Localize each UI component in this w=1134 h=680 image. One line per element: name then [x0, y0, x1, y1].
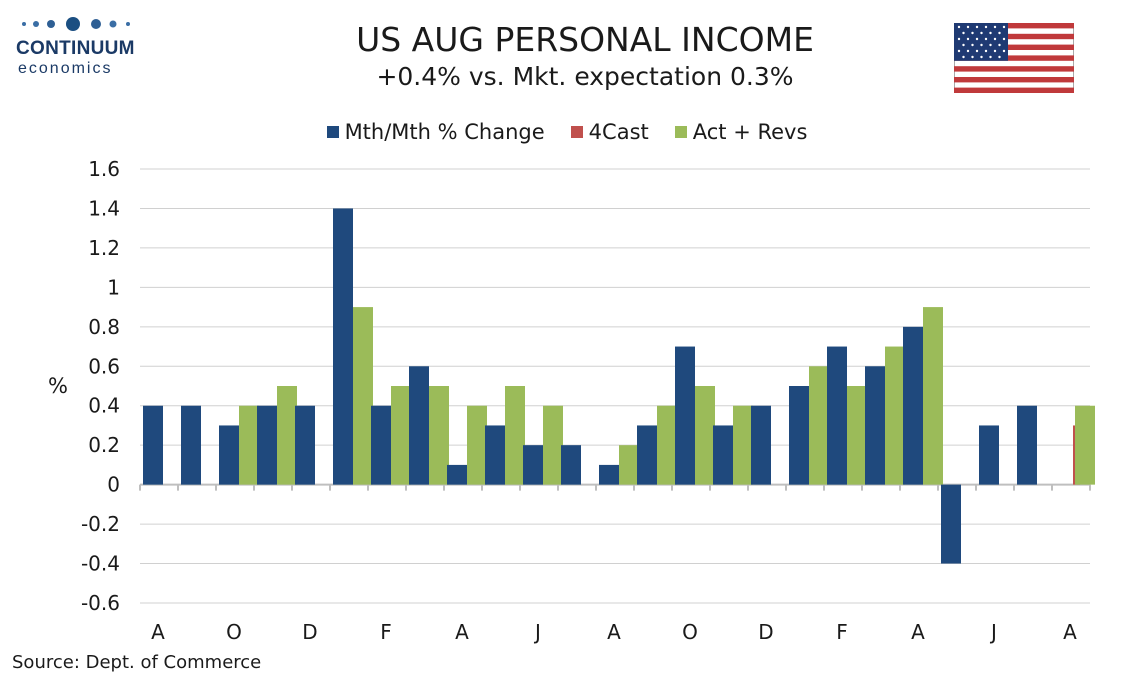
bar-mth-change [903, 326, 923, 485]
bar-mth-change [979, 425, 999, 485]
y-tick-label: 1.2 [88, 236, 120, 260]
legend-swatch-green [674, 126, 687, 138]
y-tick-label: 0 [107, 473, 120, 497]
logo-word: CONTINUUM [16, 38, 135, 59]
legend-item-mth: Mth/Mth % Change [326, 118, 545, 146]
logo-subword: economics [18, 60, 113, 77]
bar-mth-change [181, 405, 201, 485]
x-tick-label: A [607, 620, 621, 644]
x-tick-label: J [533, 620, 541, 644]
bar-act-revs [923, 307, 943, 485]
bar-mth-change [485, 425, 505, 485]
legend-label: Act + Revs [692, 120, 808, 144]
bar-mth-change [219, 425, 239, 485]
y-axis-label: % [48, 374, 68, 398]
bar-act-revs [505, 386, 525, 485]
y-tick-label: 0.8 [88, 315, 120, 339]
legend-label: 4Cast [588, 120, 649, 144]
bar-mth-change [1017, 405, 1037, 485]
bar-mth-change [599, 464, 619, 485]
bar-act-revs [467, 405, 487, 485]
chart-legend: Mth/Mth % Change 4Cast Act + Revs [0, 118, 1134, 146]
x-tick-label: A [911, 620, 925, 644]
x-tick-label: O [226, 620, 242, 644]
bar-mth-change [713, 425, 733, 485]
bar-mth-change [941, 484, 961, 564]
bar-act-revs [847, 386, 867, 485]
bar-mth-change [371, 405, 391, 485]
bar-act-revs [543, 405, 563, 485]
bar-act-revs [657, 405, 677, 485]
bar-mth-change [561, 445, 581, 485]
x-tick-label: F [380, 620, 392, 644]
bar-act-revs [695, 386, 715, 485]
legend-swatch-red [570, 126, 583, 138]
bar-mth-change [523, 445, 543, 485]
y-tick-label: -0.6 [81, 591, 120, 615]
bar-act-revs [733, 405, 753, 485]
logo-dots-icon [22, 17, 130, 31]
x-tick-label: F [836, 620, 848, 644]
bar-act-revs [1075, 405, 1095, 485]
y-tick-label: 1 [107, 275, 120, 299]
bar-mth-change [333, 208, 353, 485]
bar-mth-change [257, 405, 277, 485]
source-note: Source: Dept. of Commerce [12, 652, 262, 673]
y-tick-label: 0.4 [88, 394, 120, 418]
bar-mth-change [751, 405, 771, 485]
bar-mth-change [409, 366, 429, 485]
legend-label: Mth/Mth % Change [344, 120, 545, 144]
bar-act-revs [885, 346, 905, 485]
bar-mth-change [143, 405, 163, 485]
us-flag-icon [954, 23, 1074, 93]
bar-act-revs [429, 386, 449, 485]
bar-act-revs [391, 386, 411, 485]
bar-act-revs [809, 366, 829, 485]
y-tick-label: 1.4 [88, 196, 120, 220]
continuum-economics-logo: CONTINUUM economics [12, 14, 142, 78]
x-tick-label: D [758, 620, 773, 644]
y-tick-label: 0.6 [88, 354, 120, 378]
legend-swatch-blue [326, 126, 339, 138]
x-tick-label: A [1063, 620, 1077, 644]
y-tick-label: -0.2 [81, 512, 120, 536]
x-tick-label: D [302, 620, 317, 644]
bar-act-revs [353, 307, 373, 485]
bar-act-revs [619, 445, 639, 485]
x-tick-label: J [989, 620, 997, 644]
x-tick-label: A [151, 620, 165, 644]
bar-act-revs [239, 405, 259, 485]
chart-title: US AUG PERSONAL INCOME [356, 20, 814, 59]
bar-mth-change [675, 346, 695, 485]
legend-item-act-revs: Act + Revs [674, 118, 808, 146]
bar-mth-change [789, 386, 809, 485]
y-tick-label: -0.4 [81, 552, 120, 576]
x-tick-label: A [455, 620, 469, 644]
legend-item-4cast: 4Cast [570, 118, 649, 146]
bar-mth-change [447, 464, 467, 485]
bar-mth-change [827, 346, 847, 485]
y-tick-label: 1.6 [88, 157, 120, 181]
bar-mth-change [865, 366, 885, 485]
bar-mth-change [637, 425, 657, 485]
bar-act-revs [277, 386, 297, 485]
chart-subtitle: +0.4% vs. Mkt. expectation 0.3% [376, 62, 794, 91]
y-tick-label: 0.2 [88, 433, 120, 457]
bar-mth-change [295, 405, 315, 485]
x-tick-label: O [682, 620, 698, 644]
